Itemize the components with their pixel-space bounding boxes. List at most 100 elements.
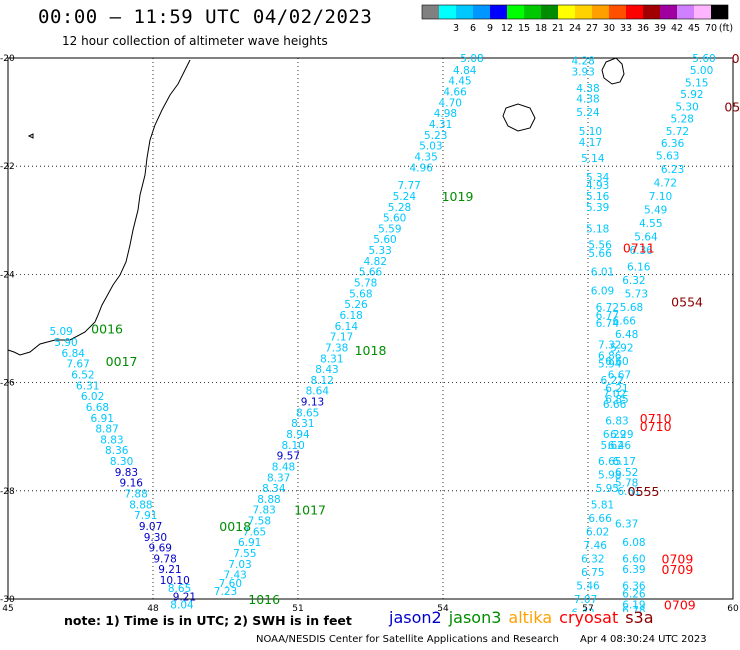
wave-height-value: 6.83 (605, 415, 628, 427)
pass-time-label: 0709 (662, 562, 694, 577)
wave-height-value: 6.60 (622, 553, 645, 565)
pass-time-label: 0016 (91, 322, 123, 337)
wave-height-value: 5.60 (383, 213, 406, 225)
coastlines (7, 57, 625, 356)
pass-time-label: 1019 (442, 189, 474, 204)
wave-height-value: 8.37 (267, 472, 290, 484)
wave-height-value: 5.08 (460, 53, 483, 65)
wave-height-value: 5.78 (615, 478, 638, 490)
wave-height-value: 7.03 (228, 559, 251, 571)
wave-height-value: 5.62 (600, 440, 623, 452)
wave-height-value: 7.91 (134, 510, 157, 522)
wave-height-value: 6.36 (629, 245, 653, 257)
wave-height-observations: 5.084.844.454.664.704.984.315.235.034.35… (49, 53, 715, 612)
pass-time-label: 1016 (248, 592, 280, 607)
wave-height-value: 6.02 (81, 391, 104, 403)
wave-height-value: 9.21 (173, 591, 196, 603)
longitude-label: 60 (727, 604, 739, 612)
wave-height-value: 6.17 (613, 456, 636, 468)
wave-height-value: 4.82 (364, 256, 387, 268)
wave-height-value: 4.35 (414, 151, 437, 163)
wave-height-value: 4.31 (429, 119, 452, 131)
colorbar-tick-label: 6 (470, 23, 476, 34)
colorbar-tick-label: 42 (671, 23, 683, 34)
wave-height-value: 5.60 (692, 53, 715, 65)
colorbar-swatch (643, 5, 660, 19)
wave-height-value: 4.66 (443, 87, 467, 99)
wave-height-value: 8.04 (170, 599, 194, 611)
wave-height-value: 7.07 (574, 594, 597, 606)
pass-time-label: 0709 (662, 551, 694, 566)
colorbar-swatch (660, 5, 677, 19)
wave-height-value: 5.95 (596, 483, 619, 495)
wave-height-value: 6.61 (617, 486, 640, 498)
colorbar-swatch (541, 5, 558, 19)
wave-height-value: 6.02 (586, 526, 609, 538)
wave-height-value: 6.91 (91, 413, 114, 425)
pass-time-label: 0555 (628, 484, 660, 499)
wave-height-value: 8.65 (168, 583, 191, 595)
wave-height-value: 5.73 (625, 288, 648, 300)
latitude-label: -20 (0, 54, 15, 64)
wave-height-value: 7.43 (223, 570, 246, 582)
wave-height-value: 5.60 (373, 234, 396, 246)
colorbar-unit: (ft) (719, 23, 733, 34)
colorbar-tick-label: 45 (688, 23, 700, 34)
wave-height-value: 4.84 (453, 65, 477, 77)
colorbar-swatch (473, 5, 490, 19)
wave-height-value: 9.16 (120, 478, 144, 490)
wave-height-value: 6.26 (622, 589, 646, 601)
wave-height-value: 5.59 (378, 223, 401, 235)
latitude-label: -30 (0, 595, 15, 605)
colorbar-swatch (507, 5, 524, 19)
wave-height-value: 5.46 (576, 580, 600, 592)
longitude-label: 57 (582, 604, 593, 612)
pass-time-label: 1018 (355, 343, 387, 358)
colorbar-swatch (439, 5, 456, 19)
colorbar-tick-label: 27 (586, 23, 598, 34)
page-title: 00:00 – 11:59 UTC 04/02/2023 (38, 6, 373, 28)
wave-height-value: 6.32 (581, 553, 604, 565)
wave-height-value: 8.10 (281, 440, 304, 452)
colorbar-tick-label: 3 (453, 23, 459, 34)
pass-time-label: 0554 (671, 294, 703, 309)
wave-height-value: 8.88 (257, 494, 280, 506)
wave-height-value: 5.03 (419, 141, 442, 153)
wave-height-value: 6.52 (71, 369, 94, 381)
wave-height-value: 9.21 (158, 564, 181, 576)
wave-height-value: 6.22 (600, 375, 623, 387)
wave-height-value: 6.68 (86, 402, 109, 414)
colorbar-swatch (490, 5, 507, 19)
colorbar-tick-label: 39 (654, 23, 666, 34)
wave-height-value: 5.00 (690, 65, 713, 77)
wave-height-value: 6.23 (661, 164, 684, 176)
wave-height-value: 5.16 (586, 191, 610, 203)
wave-height-value: 9.07 (139, 521, 162, 533)
wave-height-value: 7.02 (603, 388, 626, 400)
wave-height-value: 9.30 (144, 532, 167, 544)
wave-height-value: 5.26 (344, 299, 368, 311)
wave-height-value: 6.46 (608, 440, 632, 452)
wave-height-value: 8.65 (296, 407, 319, 419)
wave-height-value: 5.90 (54, 337, 77, 349)
color-scale-bar: 3 6 9 12 15 18 21 24 27 30 33 36 39 42 45 70 (ft) (421, 4, 733, 34)
colorbar-border (421, 4, 729, 20)
wave-height-value: 6.74 (596, 318, 620, 330)
wave-height-value: 5.78 (354, 278, 377, 290)
wave-height-value: 4.98 (434, 108, 457, 120)
pass-time-labels: 0016 0017 0018 1016 1017 1018 1019 0553 0553 0554… (91, 51, 740, 612)
page-subtitle: 12 hour collection of altimeter wave hei… (62, 34, 328, 48)
wave-height-value: 4.17 (579, 137, 602, 149)
colorbar-swatch (711, 5, 728, 19)
wave-height-value: 8.48 (272, 461, 295, 473)
wave-height-value: 9.57 (277, 451, 300, 463)
colorbar-swatch (609, 5, 626, 19)
pass-time-label: 0018 (219, 519, 251, 534)
axis-labels: 45 48 51 54 57 60 -20 -22 -24 -26 -28 -30 (0, 54, 739, 612)
wave-height-value: 4.70 (439, 97, 462, 109)
wave-height-value: 5.63 (656, 150, 679, 162)
colorbar-tick-label: 36 (637, 23, 649, 34)
wave-height-value: 8.12 (310, 375, 333, 387)
wave-height-value: 6.39 (622, 564, 645, 576)
satellite-legend-jason2: jason2 (389, 608, 442, 627)
